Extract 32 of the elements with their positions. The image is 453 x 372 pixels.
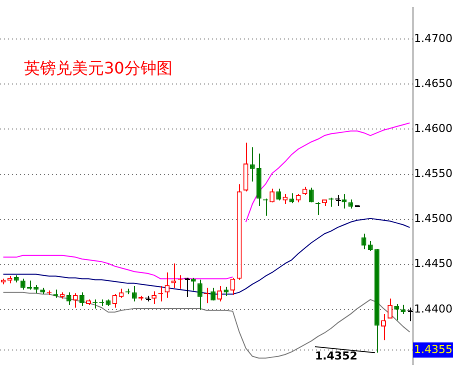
y-tick-label: 1.4500	[414, 212, 452, 226]
y-tick-label: 1.4600	[414, 122, 452, 136]
candlestick	[270, 188, 275, 203]
candlestick	[132, 286, 137, 302]
candlestick	[197, 279, 202, 310]
candlestick	[250, 146, 255, 182]
candlestick	[66, 292, 72, 306]
candlestick	[381, 313, 386, 341]
candlestick	[361, 233, 366, 250]
candlestick	[164, 272, 170, 298]
candlestick	[171, 262, 176, 288]
candlestick	[217, 286, 222, 302]
candlestick	[335, 194, 342, 206]
candlestick	[315, 202, 320, 216]
candlestick	[152, 290, 157, 305]
candlestick	[394, 304, 400, 321]
y-tick-label: 1.4355	[414, 342, 452, 356]
y-tick-label: 1.4400	[414, 302, 452, 316]
candlestick	[328, 197, 334, 208]
y-tick-label: 1.4450	[414, 257, 452, 270]
candlestick	[308, 187, 314, 203]
candlestick	[368, 240, 373, 252]
text: 英镑兑美元30分钟图	[24, 58, 172, 78]
y-tick-label: 1.4650	[414, 77, 452, 90]
candlestick	[210, 287, 216, 301]
candlestick	[282, 194, 288, 205]
annotation: 1.4352	[314, 350, 358, 363]
candlestick	[224, 286, 229, 296]
candlestick	[72, 292, 78, 308]
candlestick	[388, 298, 393, 319]
y-tick-label: 1.4700	[414, 32, 452, 45]
y-tick-label: 1.4550	[414, 167, 452, 180]
